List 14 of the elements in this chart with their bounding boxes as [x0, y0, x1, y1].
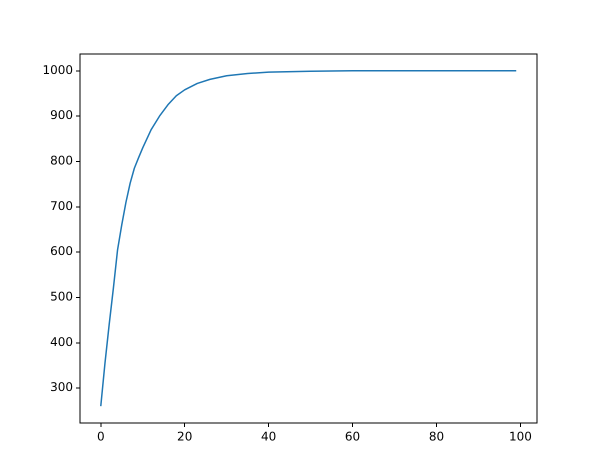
y-tick-label: 700 [50, 198, 73, 213]
y-tick-label: 1000 [42, 62, 73, 77]
y-tick-label: 800 [50, 154, 73, 168]
x-tick-label: 80 [428, 429, 444, 444]
x-tick-label: 60 [344, 429, 360, 444]
x-tick-label: 20 [177, 429, 192, 444]
y-tick-label: 400 [50, 334, 73, 349]
y-tick-label: 500 [50, 290, 73, 304]
x-tick-label: 40 [260, 429, 276, 444]
x-tick-label: 0 [96, 429, 105, 444]
y-tick-label: 900 [50, 108, 73, 122]
y-tick-label: 600 [50, 244, 73, 258]
y-tick-label: 300 [50, 380, 73, 394]
x-tick-label: 100 [508, 429, 532, 444]
